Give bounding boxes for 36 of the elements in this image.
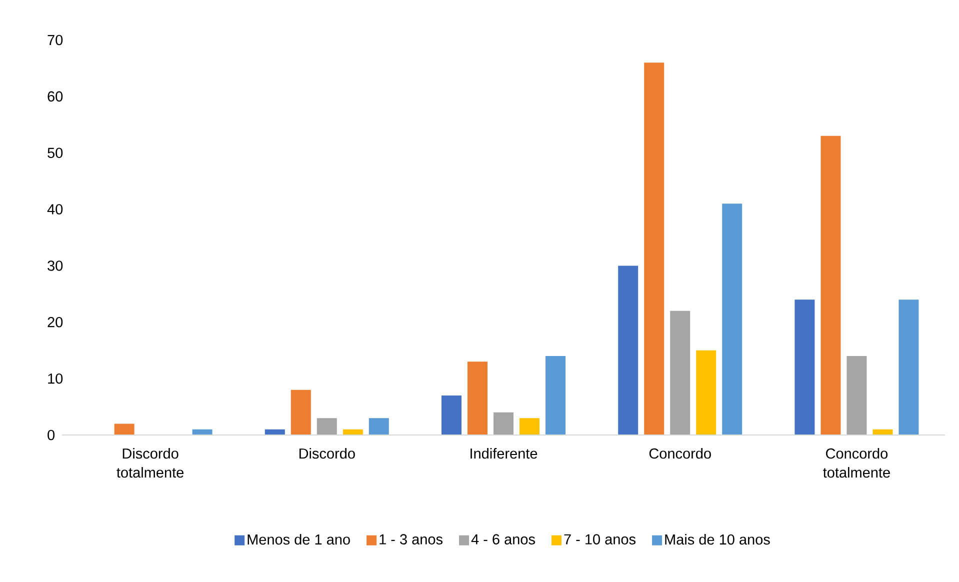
- legend-label: Menos de 1 ano: [248, 534, 350, 545]
- y-tick-label: 20: [48, 317, 63, 328]
- bar: [644, 62, 664, 435]
- x-tick-label: Discordo totalmente: [116, 448, 184, 478]
- y-tick-label: 60: [48, 91, 63, 102]
- y-tick-label: 40: [47, 204, 63, 214]
- bar: [794, 300, 815, 435]
- legend-label: 7 - 10 anos: [564, 534, 636, 544]
- legend-label: 1 - 3 anos: [380, 534, 442, 544]
- bar: [114, 424, 134, 435]
- bar: [468, 362, 488, 435]
- bar: [520, 418, 540, 435]
- legend-label: Mais de 10 anos: [665, 534, 770, 545]
- bar: [670, 310, 690, 435]
- bar: [442, 396, 462, 435]
- x-tick-label: Indiferente: [470, 448, 538, 459]
- bar: [696, 350, 716, 435]
- legend-label: 4 - 6 anos: [471, 534, 535, 544]
- x-tick-label: Discordo: [299, 448, 355, 459]
- x-tick-label: Concordo totalmente: [823, 448, 890, 478]
- bar: [368, 418, 389, 435]
- y-tick-label: 70: [48, 34, 63, 46]
- y-tick-label: 50: [48, 148, 63, 158]
- bar: [546, 356, 566, 435]
- bar: [898, 300, 919, 435]
- y-tick-label: 30: [48, 260, 63, 271]
- bar: [316, 418, 337, 435]
- bar: [618, 266, 638, 435]
- bar: [722, 204, 742, 435]
- bar: [846, 356, 867, 435]
- bar: [290, 390, 311, 435]
- y-tick-label: 0: [48, 430, 55, 440]
- y-tick-label: 10: [48, 373, 63, 384]
- x-tick-label: Concordo: [649, 448, 711, 459]
- bar: [820, 136, 841, 435]
- bar: [494, 412, 514, 435]
